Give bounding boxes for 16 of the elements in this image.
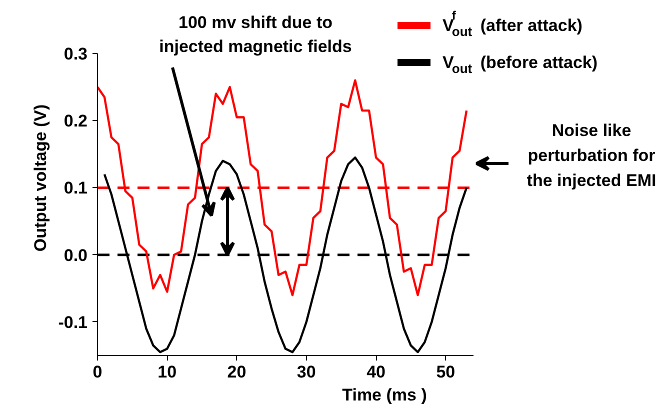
y-tick-label: 0.0: [64, 246, 88, 265]
x-tick-label: 40: [366, 362, 386, 382]
x-tick-label: 0: [92, 362, 102, 382]
x-tick-label: 10: [158, 362, 177, 382]
y-axis-title: Output voltage (V): [31, 104, 50, 252]
annotation: 100 mv shift due to injected magnetic fields: [159, 13, 352, 56]
x-tick-label: 50: [436, 362, 456, 382]
x-tick-label: 20: [227, 362, 246, 382]
y-tick-label: 0.3: [64, 44, 88, 64]
x-axis-title: Time (ms ): [342, 386, 427, 404]
text: Noise like perturbation for the injected EMI: [526, 121, 656, 190]
y-tick-label: -0.1: [58, 312, 88, 332]
y-tick-label: 0.1: [64, 178, 88, 198]
y-tick-label: 0.2: [64, 112, 88, 131]
x-tick-label: 30: [296, 362, 316, 382]
line-series: [98, 79, 468, 296]
